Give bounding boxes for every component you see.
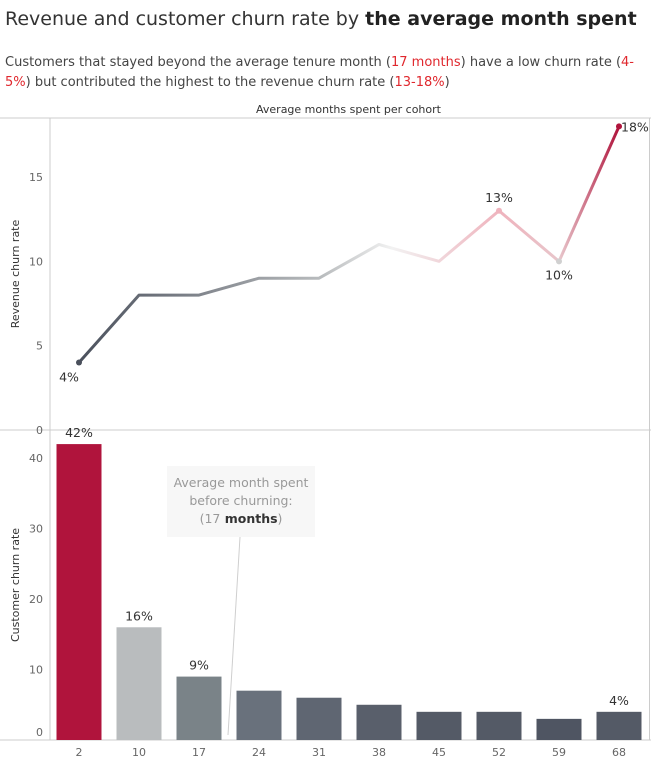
y-axis-label: Revenue churn rate — [9, 220, 22, 329]
revenue-churn-line — [77, 125, 621, 364]
line-point — [616, 123, 622, 130]
bar-value-label: 42% — [65, 425, 93, 440]
annotation-post: ) — [277, 511, 283, 526]
y-tick-label: 0 — [36, 726, 43, 739]
customer-churn-panel: 0 10 20 30 40 Customer churn rate 42% 16% 9% 4% 2 1… — [9, 425, 642, 759]
subtitle-part: Customers that stayed beyond the average… — [5, 55, 391, 70]
chart-subtitle: Customers that stayed beyond the average… — [5, 53, 645, 93]
x-tick-label: 38 — [372, 746, 386, 759]
annotation-line2: before churning: — [189, 493, 293, 508]
y-tick-label: 15 — [29, 171, 43, 184]
customer-churn-bar — [356, 704, 402, 740]
y-tick-label: 10 — [29, 255, 43, 268]
x-tick-label: 68 — [612, 746, 626, 759]
chart-title: Revenue and customer churn rate by the a… — [5, 8, 645, 30]
x-axis-header: Average months spent per cohort — [256, 103, 441, 116]
x-tick-label: 17 — [192, 746, 206, 759]
bar-value-label: 9% — [189, 658, 209, 673]
customer-churn-bar — [176, 676, 222, 740]
point-label: 18% — [621, 119, 649, 134]
x-tick-label: 24 — [252, 746, 266, 759]
subtitle-highlight: 4-5% — [5, 55, 634, 90]
annotation-leader-line — [227, 536, 241, 736]
y-tick-label: 20 — [29, 593, 43, 606]
title-main: Revenue and customer churn rate by — [5, 8, 366, 30]
subtitle-highlight: 17 months — [391, 55, 461, 70]
annotation-line3: (17 months) — [167, 510, 315, 528]
customer-churn-bar — [476, 711, 522, 740]
y-tick-label: 10 — [29, 664, 43, 677]
y-tick-label: 5 — [36, 340, 43, 353]
x-tick-label: 45 — [432, 746, 446, 759]
x-tick-label: 31 — [312, 746, 326, 759]
customer-churn-bar — [536, 718, 582, 740]
point-label: 13% — [485, 190, 513, 205]
average-month-annotation: Average month spent before churning: (17… — [167, 466, 315, 537]
customer-churn-bar — [236, 690, 282, 740]
subtitle-part: ) have a low churn rate ( — [460, 55, 622, 70]
x-tick-label: 59 — [552, 746, 566, 759]
line-point — [556, 258, 562, 265]
customer-churn-bar — [296, 697, 342, 740]
subtitle-part: ) — [444, 75, 450, 90]
subtitle-highlight: 13-18% — [394, 75, 445, 90]
y-tick-label: 30 — [29, 523, 43, 536]
y-tick-label: 40 — [29, 452, 43, 465]
y-axis-label: Customer churn rate — [9, 528, 22, 642]
annotation-num: 17 — [204, 511, 221, 526]
line-point — [76, 359, 82, 366]
point-label: 4% — [59, 370, 79, 385]
customer-churn-bar — [56, 444, 102, 740]
y-tick-label: 0 — [36, 424, 43, 437]
customer-churn-bar — [116, 627, 162, 740]
subtitle-part: ) but contributed the highest to the rev… — [25, 75, 395, 90]
annotation-line1: Average month spent — [173, 475, 309, 490]
revenue-churn-panel: 0 5 10 15 Revenue churn rate 4% 13% 10% 18% — [9, 119, 649, 437]
annotation-pre: ( — [199, 511, 205, 526]
title-bold: the average month spent — [365, 8, 637, 30]
customer-churn-bar — [596, 711, 642, 740]
x-tick-label: 52 — [492, 746, 506, 759]
bar-value-label: 4% — [609, 693, 629, 708]
x-tick-label: 2 — [76, 746, 83, 759]
line-point — [496, 207, 502, 214]
x-tick-label: 10 — [132, 746, 146, 759]
bar-value-label: 16% — [125, 608, 153, 623]
customer-churn-bar — [416, 711, 462, 740]
annotation-bold: months — [220, 511, 278, 526]
point-label: 10% — [545, 267, 573, 282]
